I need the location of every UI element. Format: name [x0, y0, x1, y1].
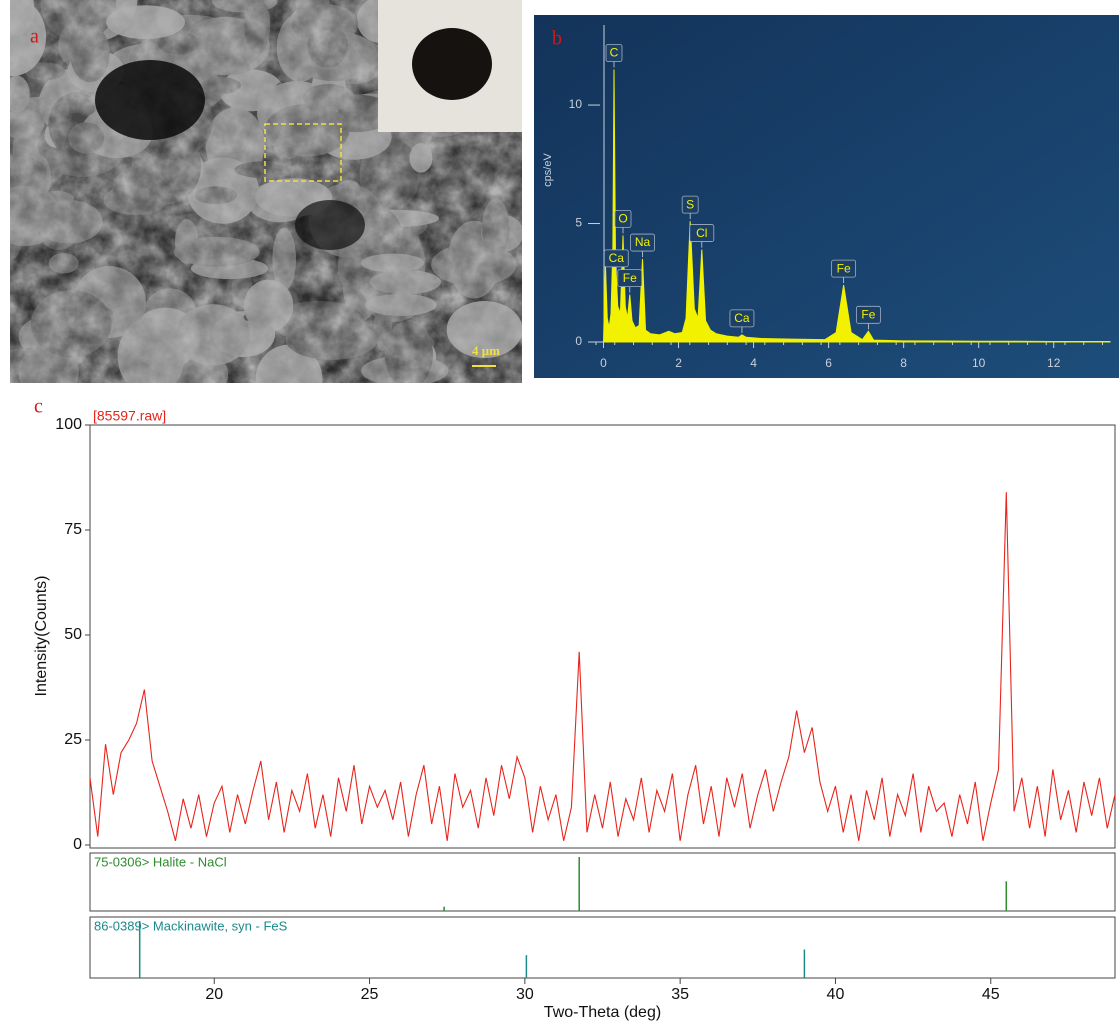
peak-label: C [610, 46, 619, 60]
y-tick-label: 50 [64, 626, 82, 643]
figure: 4 μm a b0510024681012cps/eVCONaFeCaSClCa… [0, 0, 1119, 1022]
y-tick-label: 25 [64, 731, 82, 748]
x-tick-label: 30 [516, 986, 534, 1003]
reference-name: 75-0306> Halite - NaCl [94, 854, 227, 869]
x-tick-label: 6 [825, 356, 832, 370]
panel-label: a [30, 26, 39, 48]
y-tick-label: 0 [73, 836, 82, 853]
y-tick-label: 100 [55, 416, 82, 433]
reference-panel [90, 853, 1115, 911]
xrd-line [90, 492, 1115, 841]
x-tick-label: 10 [972, 356, 986, 370]
panel-label: c [34, 396, 43, 418]
x-tick-label: 40 [827, 986, 845, 1003]
peak-label: Fe [837, 261, 851, 275]
y-tick-label: 5 [575, 216, 582, 230]
x-tick-label: 35 [671, 986, 689, 1003]
x-tick-label: 20 [205, 986, 223, 1003]
peak-label: S [686, 197, 694, 211]
x-tick-label: 2 [675, 356, 682, 370]
y-axis-label: cps/eV [542, 153, 554, 187]
peak-label: Fe [861, 308, 875, 322]
sem-image: 4 μm a [0, 0, 549, 414]
reference-name: 86-0389> Mackinawite, syn - FeS [94, 918, 288, 933]
x-tick-label: 12 [1047, 356, 1061, 370]
x-tick-label: 0 [600, 356, 607, 370]
peak-label: Na [635, 235, 651, 249]
peak-label: Ca [734, 311, 750, 325]
inset-powder [412, 28, 492, 100]
y-axis-label: Intensity(Counts) [33, 576, 50, 697]
x-tick-label: 8 [900, 356, 907, 370]
chart-title: [85597.raw] [93, 408, 166, 424]
y-tick-label: 10 [569, 97, 583, 111]
panel-label: b [552, 28, 562, 50]
x-tick-label: 25 [361, 986, 379, 1003]
peak-label: Ca [609, 251, 625, 265]
plot-frame [90, 425, 1115, 848]
sem-pore [95, 60, 205, 140]
y-tick-label: 0 [575, 334, 582, 348]
peak-label: Cl [696, 226, 707, 240]
xrd-chart: c [85597.raw] 0 25 50 75 100 Intensity(Counts) 7… [33, 396, 1115, 1022]
sem-pore [295, 200, 365, 250]
peak-label: O [618, 212, 627, 226]
scale-bar-label: 4 μm [472, 343, 500, 358]
x-tick-label: 4 [750, 356, 757, 370]
y-tick-label: 75 [64, 521, 82, 538]
x-tick-label: 45 [982, 986, 1000, 1003]
page: 4 μm a b0510024681012cps/eVCONaFeCaSClCa… [0, 0, 1119, 1022]
x-axis-label: Two-Theta (deg) [544, 1004, 661, 1021]
peak-label: Fe [623, 271, 637, 285]
